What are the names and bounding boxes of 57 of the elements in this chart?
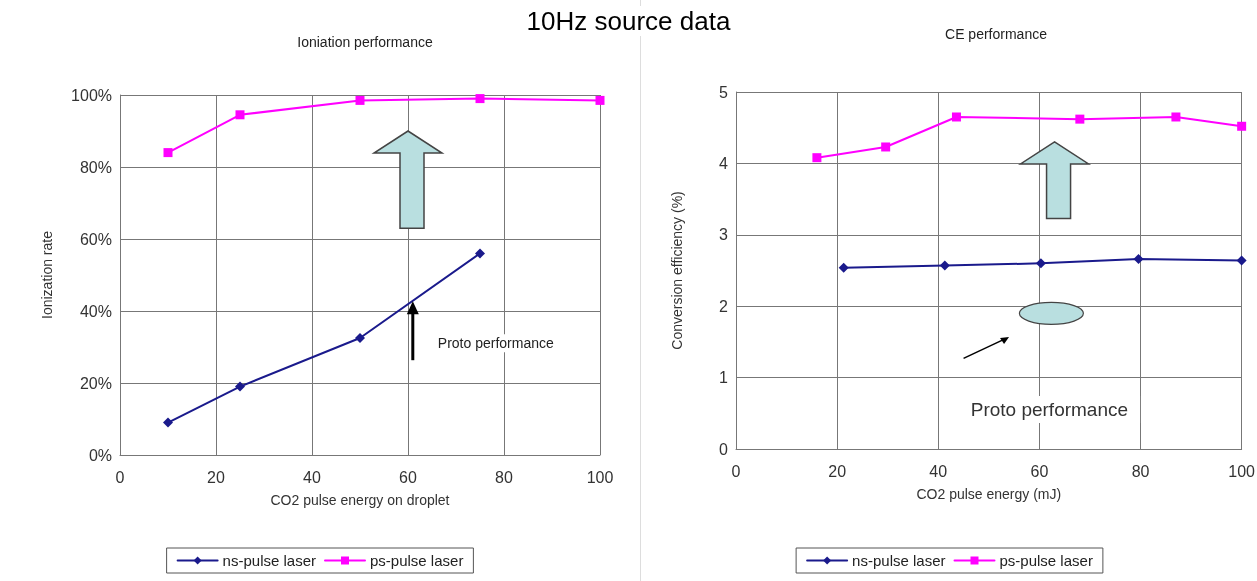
- point: [163, 148, 173, 158]
- point: [355, 95, 365, 105]
- chart-title: Ioniation performance: [297, 34, 433, 50]
- text: 10Hz source data: [522, 6, 735, 36]
- y-tick-label: 4: [719, 154, 729, 172]
- point: [163, 417, 173, 428]
- point: [1133, 254, 1144, 265]
- x-tick-label: 100: [586, 468, 614, 486]
- point: [1171, 112, 1181, 122]
- legend-label: ns-pulse laser: [222, 552, 317, 569]
- y-tick-label: 80%: [79, 158, 112, 176]
- point: [595, 95, 605, 105]
- x-tick-label: 80: [495, 468, 513, 486]
- point: [1236, 255, 1247, 266]
- legend-label: ps-pulse laser: [999, 552, 1093, 569]
- legend-label: ps-pulse laser: [370, 552, 464, 569]
- y-tick-label: 40%: [79, 302, 112, 320]
- point: [475, 94, 485, 104]
- y-tick-label: 3: [719, 226, 729, 244]
- point: [1035, 258, 1046, 269]
- point: [355, 333, 365, 343]
- point: [1237, 121, 1247, 131]
- y-tick-label: 60%: [79, 230, 112, 248]
- x-tick-label: 80: [1131, 462, 1150, 480]
- y-axis-title: Ionization rate: [39, 230, 55, 319]
- y-tick-label: 0%: [88, 446, 112, 464]
- x-tick-label: 40: [929, 462, 948, 480]
- y-tick-label: 20%: [79, 374, 112, 392]
- annotation: Proto performance: [437, 335, 554, 352]
- annotation: Proto performance: [970, 398, 1129, 420]
- x-tick-label: 100: [1228, 462, 1256, 480]
- point: [939, 260, 950, 271]
- y-axis-title: Conversion efficiency (%): [669, 191, 685, 350]
- chart-title: CE performance: [945, 26, 1048, 42]
- point: [812, 153, 822, 163]
- x-tick-label: 40: [303, 468, 321, 486]
- x-tick-label: 20: [828, 462, 847, 480]
- point: [235, 110, 245, 120]
- y-tick-label: 5: [719, 83, 729, 101]
- point: [838, 262, 849, 273]
- y-tick-label: 2: [719, 297, 729, 315]
- y-tick-label: 1: [719, 369, 729, 387]
- x-tick-label: 60: [399, 468, 417, 486]
- point: [881, 142, 891, 152]
- legend-label: ns-pulse laser: [852, 552, 946, 569]
- point: [235, 381, 245, 392]
- x-axis-title: CO2 pulse energy on droplet: [270, 492, 450, 508]
- x-tick-label: 0: [731, 462, 741, 480]
- point: [475, 248, 485, 259]
- x-tick-label: 0: [115, 468, 125, 486]
- x-axis-title: CO2 pulse energy (mJ): [916, 486, 1062, 502]
- x-tick-label: 20: [207, 468, 225, 486]
- y-tick-label: 100%: [71, 86, 112, 104]
- y-tick-label: 0: [719, 440, 729, 458]
- point: [1075, 114, 1085, 124]
- point: [951, 112, 961, 122]
- x-tick-label: 60: [1030, 462, 1049, 480]
